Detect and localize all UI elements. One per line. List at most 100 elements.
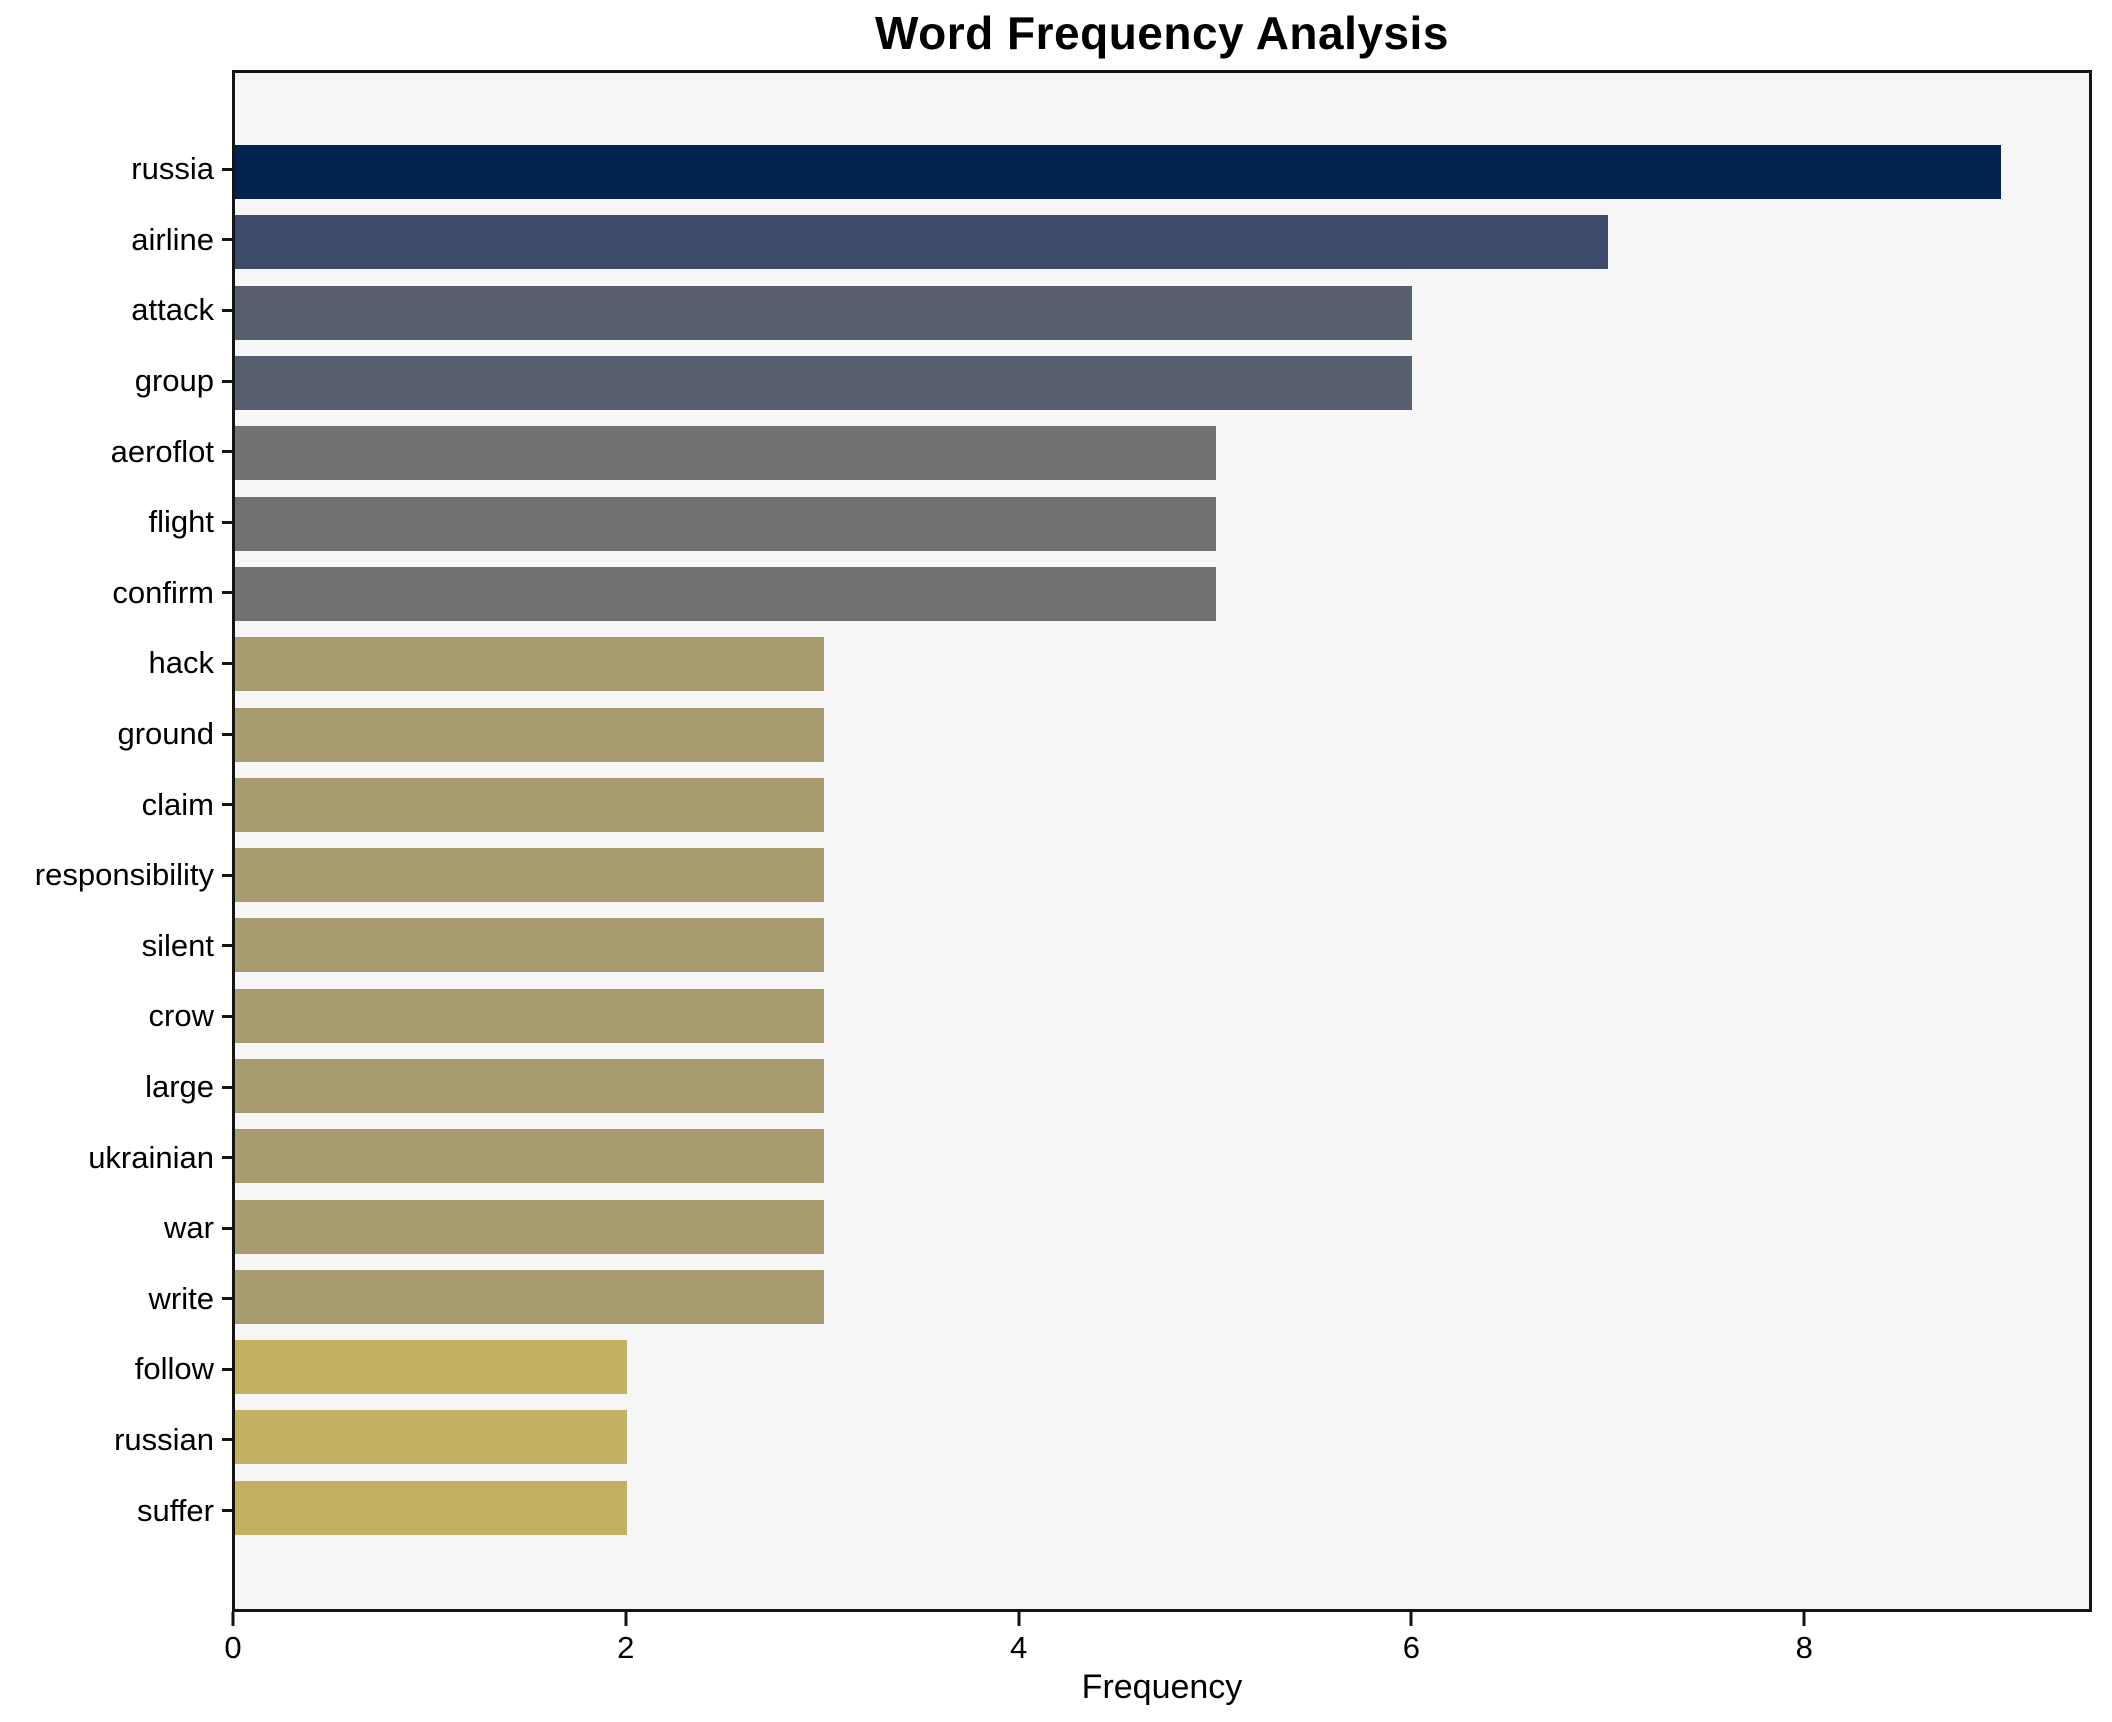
y-label-row: flight	[0, 487, 232, 558]
bar-row	[235, 1121, 2089, 1191]
y-label-row: crow	[0, 981, 232, 1052]
bar-russia	[235, 145, 2001, 200]
bar-suffer	[235, 1480, 628, 1535]
x-tick-mark	[624, 1612, 628, 1626]
y-tick-mark	[222, 1509, 232, 1513]
y-label-row: responsibility	[0, 840, 232, 911]
bar-attack	[235, 285, 1413, 340]
y-tick-mark	[222, 591, 232, 595]
y-tick-label: claim	[141, 786, 214, 822]
x-tick-label: 2	[617, 1630, 635, 1665]
y-tick-mark	[222, 167, 232, 171]
x-tick-mark	[1409, 1612, 1413, 1626]
bar-row	[235, 910, 2089, 980]
y-tick-mark	[222, 379, 232, 383]
y-label-row: ukrainian	[0, 1122, 232, 1193]
y-tick-mark	[222, 1014, 232, 1018]
y-tick-label: airline	[131, 221, 214, 257]
y-label-row: silent	[0, 911, 232, 982]
bar-row	[235, 770, 2089, 840]
y-tick-mark	[222, 450, 232, 454]
bar-row	[235, 137, 2089, 207]
y-tick-label: responsibility	[34, 857, 214, 893]
x-tick-mark	[1017, 1612, 1021, 1626]
x-axis: 0 2 4 6 8	[224, 1612, 2089, 1682]
y-tick-label: group	[134, 363, 214, 399]
bar-row	[235, 1191, 2089, 1261]
bar-claim	[235, 777, 824, 832]
y-tick-mark	[222, 803, 232, 807]
bar-row	[235, 348, 2089, 418]
y-tick-label: follow	[134, 1351, 214, 1387]
y-label-row: follow	[0, 1334, 232, 1405]
y-tick-label: hack	[148, 645, 214, 681]
bar-row	[235, 629, 2089, 699]
plot-area	[232, 70, 2092, 1612]
bar-ukrainian	[235, 1129, 824, 1184]
bar-silent	[235, 918, 824, 973]
bar-row	[235, 1402, 2089, 1472]
bar-hack	[235, 637, 824, 692]
y-label-row: group	[0, 346, 232, 417]
y-tick-label: attack	[131, 292, 214, 328]
y-label-row: write	[0, 1264, 232, 1335]
bar-row	[235, 207, 2089, 277]
bar-row	[235, 1473, 2089, 1543]
y-label-row: airline	[0, 205, 232, 276]
y-tick-label: write	[148, 1280, 214, 1316]
bar-row	[235, 278, 2089, 348]
y-label-row: war	[0, 1193, 232, 1264]
y-tick-mark	[222, 1367, 232, 1371]
y-tick-label: ukrainian	[88, 1139, 214, 1175]
bar-row	[235, 1332, 2089, 1402]
bar-ground	[235, 707, 824, 762]
bar-write	[235, 1269, 824, 1324]
bar-flight	[235, 496, 1216, 551]
bar-row	[235, 981, 2089, 1051]
y-tick-mark	[222, 732, 232, 736]
bar-row	[235, 1051, 2089, 1121]
y-tick-mark	[222, 308, 232, 312]
y-tick-label: flight	[148, 504, 214, 540]
bar-row	[235, 840, 2089, 910]
y-tick-mark	[222, 1085, 232, 1089]
x-tick-label: 0	[224, 1630, 242, 1665]
y-tick-mark	[222, 1297, 232, 1301]
y-tick-label: russian	[114, 1421, 214, 1457]
y-tick-mark	[222, 238, 232, 242]
y-label-row: attack	[0, 275, 232, 346]
y-tick-label: aeroflot	[110, 433, 214, 469]
x-tick-label: 6	[1402, 1630, 1421, 1665]
bar-row	[235, 1262, 2089, 1332]
y-tick-label: war	[164, 1210, 214, 1246]
bar-row	[235, 418, 2089, 488]
y-tick-label: crow	[148, 998, 214, 1034]
bar-aeroflot	[235, 426, 1216, 481]
bar-rows	[235, 73, 2089, 1609]
bar-responsibility	[235, 848, 824, 903]
y-tick-mark	[222, 1226, 232, 1230]
x-tick-mark	[231, 1612, 235, 1626]
bar-large	[235, 1059, 824, 1113]
bar-airline	[235, 215, 1609, 270]
y-tick-label: suffer	[137, 1492, 214, 1528]
y-tick-mark	[222, 944, 232, 948]
bar-crow	[235, 988, 824, 1043]
y-label-row: suffer	[0, 1475, 232, 1546]
x-axis-title: Frequency	[1081, 1668, 1243, 1706]
y-tick-mark	[222, 873, 232, 877]
x-tick-mark	[1802, 1612, 1806, 1626]
y-tick-mark	[222, 520, 232, 524]
chart-title: Word Frequency Analysis	[875, 7, 1449, 59]
y-label-row: large	[0, 1052, 232, 1123]
y-label-row: hack	[0, 628, 232, 699]
x-tick-label: 4	[1009, 1630, 1028, 1665]
y-label-row: confirm	[0, 558, 232, 629]
y-tick-mark	[222, 1438, 232, 1442]
y-tick-label: russia	[131, 151, 214, 187]
y-tick-label: confirm	[112, 574, 214, 610]
bar-confirm	[235, 566, 1216, 621]
bar-row	[235, 699, 2089, 769]
bar-row	[235, 488, 2089, 558]
